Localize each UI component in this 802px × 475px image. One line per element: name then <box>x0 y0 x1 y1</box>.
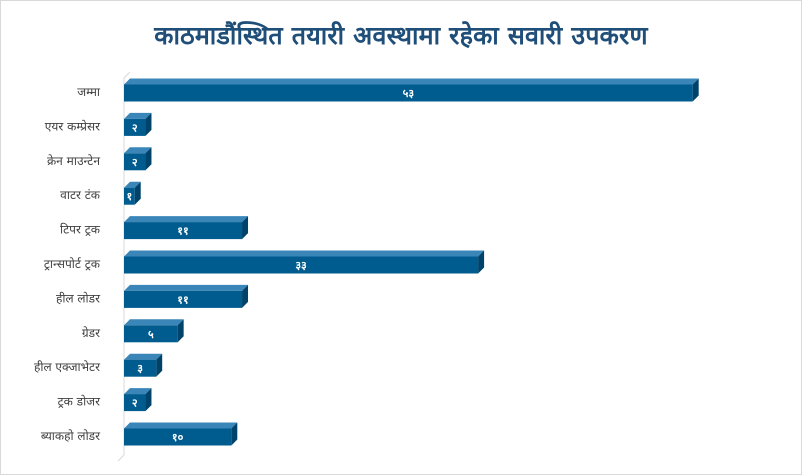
bar-top-face <box>124 319 184 326</box>
bar-group: ३३ <box>124 250 485 274</box>
bar-top-face <box>124 78 699 85</box>
data-label: ३ <box>137 362 143 375</box>
data-label: १० <box>172 431 184 444</box>
bar <box>124 222 243 240</box>
bar-side-face <box>231 422 238 446</box>
bar-group: ५ <box>124 319 184 343</box>
bar-side-face <box>242 216 249 240</box>
category-label: ट्रान्सपोर्ट ट्रक <box>44 257 101 271</box>
bar <box>124 394 146 412</box>
bar-group: २ <box>124 112 152 136</box>
data-label: ५ <box>148 328 154 341</box>
bar-top-face <box>124 284 249 291</box>
bar-side-face <box>145 388 152 412</box>
data-label: २ <box>132 397 138 410</box>
category-label: ब्याकहो लोडर <box>41 429 101 443</box>
data-label: २ <box>132 156 138 169</box>
bar-group: १ <box>124 181 141 205</box>
bar-top-face <box>124 112 152 119</box>
category-label: क्रेन माउन्टेन <box>47 154 100 168</box>
data-label: ११ <box>177 225 188 238</box>
category-label: टिपर ट्रक <box>60 223 101 237</box>
bar <box>124 325 178 343</box>
bar <box>124 256 479 274</box>
bar-side-face <box>692 78 699 102</box>
bar-side-face <box>156 353 163 377</box>
axis-floor-bottom <box>117 454 125 462</box>
bar-group: १० <box>124 422 238 446</box>
bar-group: २ <box>124 147 152 171</box>
data-label: ३३ <box>295 259 307 272</box>
axis-floor-top <box>123 71 131 79</box>
bar-group: ११ <box>124 216 249 240</box>
bar-top-face <box>124 181 141 188</box>
bar <box>124 290 243 308</box>
bar-top-face <box>124 422 238 429</box>
category-label: हील लोडर <box>56 291 101 305</box>
bar-top-face <box>124 147 152 154</box>
bar-side-face <box>145 147 152 171</box>
bar-top-face <box>124 388 152 395</box>
bar-group: ५३ <box>124 78 699 102</box>
bar <box>124 428 232 446</box>
bar-side-face <box>177 319 184 343</box>
chart-title: काठमाडौंस्थित तयारी अवस्थामा रहेका सवारी… <box>154 21 648 50</box>
category-label: हील एक्जाभेटर <box>34 360 101 374</box>
bar-top-face <box>124 250 485 257</box>
data-label: ११ <box>177 293 188 306</box>
bar-side-face <box>145 112 152 136</box>
bar-top-face <box>124 353 163 360</box>
category-label: ग्रेडर <box>82 326 101 340</box>
bar-top-face <box>124 216 249 223</box>
bar <box>124 187 135 205</box>
bar <box>124 84 693 102</box>
bar-group: २ <box>124 388 152 412</box>
bar-group: ३ <box>124 353 163 377</box>
data-label: ५३ <box>403 87 415 100</box>
category-label: वाटर टंक <box>60 188 101 202</box>
bar <box>124 153 146 171</box>
bar-side-face <box>134 181 141 205</box>
bar-side-face <box>242 284 249 308</box>
category-label: ट्रक डोजर <box>58 395 102 409</box>
category-label: जम्मा <box>77 85 101 99</box>
bar <box>124 359 157 377</box>
category-label: एयर कम्प्रेसर <box>45 119 101 133</box>
data-label: १ <box>126 190 132 203</box>
bar-group: ११ <box>124 284 249 308</box>
bar <box>124 118 146 136</box>
data-label: २ <box>132 121 138 134</box>
bar-side-face <box>478 250 485 274</box>
